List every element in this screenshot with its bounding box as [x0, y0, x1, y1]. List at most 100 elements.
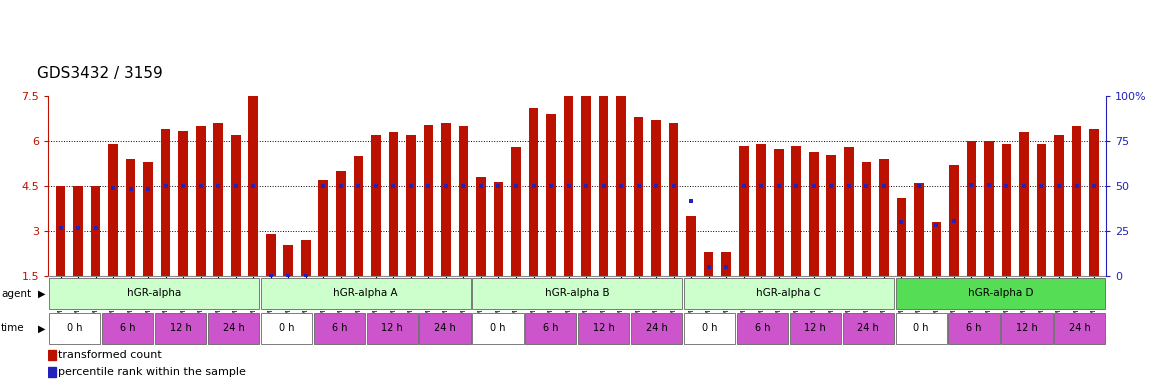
- Bar: [827, 155, 836, 276]
- Bar: [74, 186, 83, 276]
- Bar: [371, 135, 381, 276]
- Text: time: time: [1, 323, 25, 333]
- Bar: [231, 135, 240, 276]
- Text: ▶: ▶: [38, 289, 46, 299]
- Text: 6 h: 6 h: [543, 323, 559, 333]
- Bar: [808, 152, 819, 276]
- Bar: [932, 222, 941, 276]
- Text: hGR-alpha D: hGR-alpha D: [968, 288, 1033, 298]
- Bar: [843, 313, 894, 344]
- Bar: [248, 96, 258, 276]
- Text: 0 h: 0 h: [67, 323, 83, 333]
- Text: 6 h: 6 h: [754, 323, 770, 333]
- Bar: [634, 117, 644, 276]
- Text: hGR-alpha: hGR-alpha: [126, 288, 182, 298]
- Bar: [49, 278, 259, 310]
- Bar: [261, 278, 470, 310]
- Bar: [737, 313, 788, 344]
- Bar: [684, 278, 894, 310]
- Bar: [283, 245, 293, 276]
- Text: hGR-alpha A: hGR-alpha A: [334, 288, 398, 298]
- Text: 0 h: 0 h: [702, 323, 718, 333]
- Bar: [721, 252, 731, 276]
- Bar: [984, 141, 994, 276]
- Bar: [687, 216, 696, 276]
- Text: 24 h: 24 h: [223, 323, 244, 333]
- Text: 12 h: 12 h: [170, 323, 191, 333]
- Bar: [353, 156, 363, 276]
- Text: GDS3432 / 3159: GDS3432 / 3159: [37, 66, 162, 81]
- Bar: [208, 313, 259, 344]
- Text: transformed count: transformed count: [59, 350, 162, 360]
- Text: 6 h: 6 h: [120, 323, 136, 333]
- Text: 12 h: 12 h: [805, 323, 826, 333]
- Text: 24 h: 24 h: [646, 323, 667, 333]
- Bar: [1019, 132, 1029, 276]
- Bar: [108, 144, 118, 276]
- Bar: [861, 162, 872, 276]
- Bar: [423, 124, 434, 276]
- Bar: [631, 313, 682, 344]
- Bar: [196, 126, 206, 276]
- Text: 24 h: 24 h: [1070, 323, 1090, 333]
- Bar: [879, 159, 889, 276]
- Bar: [473, 278, 682, 310]
- Bar: [336, 171, 346, 276]
- Bar: [314, 313, 365, 344]
- Bar: [791, 146, 802, 276]
- Bar: [512, 147, 521, 276]
- Bar: [442, 123, 451, 276]
- Bar: [55, 186, 66, 276]
- Bar: [896, 313, 946, 344]
- Text: 12 h: 12 h: [593, 323, 614, 333]
- Bar: [214, 123, 223, 276]
- Text: 6 h: 6 h: [966, 323, 982, 333]
- Bar: [669, 123, 678, 276]
- Text: 0 h: 0 h: [278, 323, 294, 333]
- Bar: [48, 350, 55, 360]
- Bar: [301, 240, 310, 276]
- Bar: [91, 186, 100, 276]
- Bar: [844, 147, 853, 276]
- Bar: [581, 96, 591, 276]
- Bar: [420, 313, 470, 344]
- Bar: [459, 126, 468, 276]
- Bar: [949, 165, 959, 276]
- Bar: [1089, 129, 1099, 276]
- Text: agent: agent: [1, 289, 31, 299]
- Bar: [1072, 126, 1081, 276]
- Text: 24 h: 24 h: [858, 323, 879, 333]
- Bar: [564, 96, 574, 276]
- Bar: [319, 180, 328, 276]
- Bar: [155, 313, 206, 344]
- Bar: [897, 198, 906, 276]
- Bar: [261, 313, 312, 344]
- Text: ▶: ▶: [38, 323, 46, 333]
- Bar: [967, 141, 976, 276]
- Bar: [757, 144, 766, 276]
- Text: hGR-alpha C: hGR-alpha C: [757, 288, 821, 298]
- Bar: [48, 367, 55, 377]
- Bar: [476, 177, 485, 276]
- Text: 0 h: 0 h: [913, 323, 929, 333]
- Bar: [367, 313, 417, 344]
- Bar: [896, 278, 1105, 310]
- Bar: [144, 162, 153, 276]
- Bar: [49, 313, 100, 344]
- Bar: [949, 313, 999, 344]
- Text: hGR-alpha B: hGR-alpha B: [545, 288, 610, 298]
- Bar: [599, 96, 608, 276]
- Bar: [529, 108, 538, 276]
- Text: 12 h: 12 h: [1017, 323, 1037, 333]
- Bar: [389, 132, 398, 276]
- Bar: [493, 182, 504, 276]
- Bar: [684, 313, 735, 344]
- Text: 12 h: 12 h: [382, 323, 402, 333]
- Bar: [1002, 313, 1052, 344]
- Bar: [546, 114, 555, 276]
- Bar: [125, 159, 136, 276]
- Bar: [651, 120, 661, 276]
- Bar: [914, 183, 923, 276]
- Bar: [1055, 313, 1105, 344]
- Bar: [526, 313, 576, 344]
